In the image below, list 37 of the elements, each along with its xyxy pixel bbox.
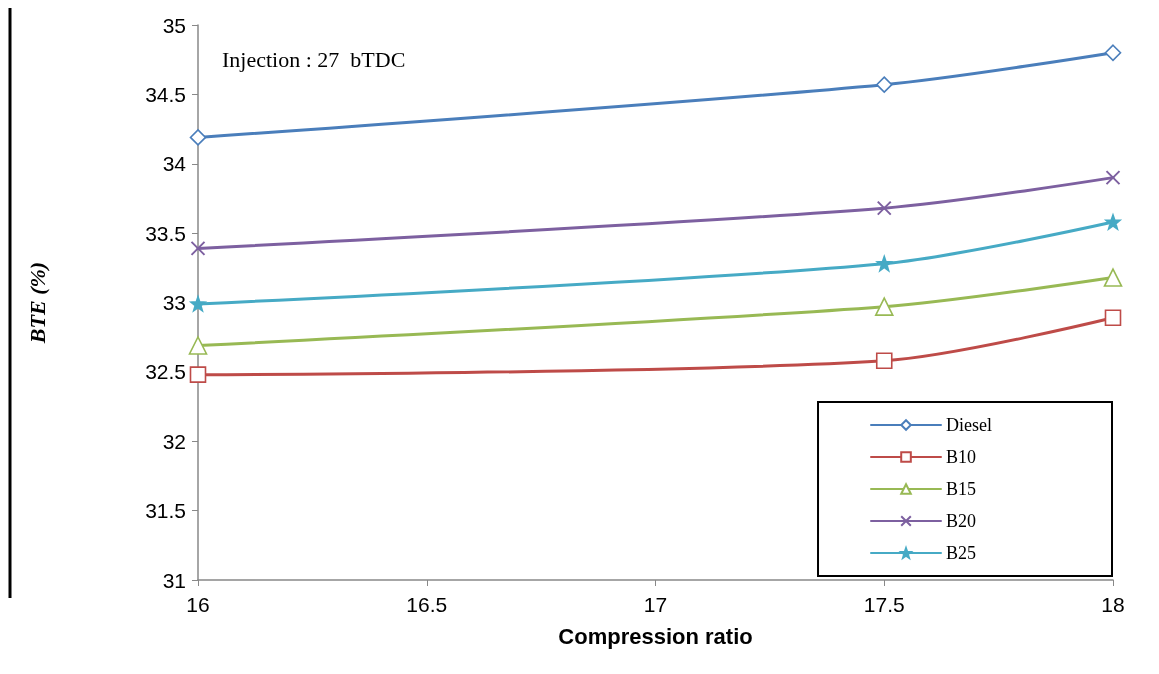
y-tick-label: 33: [162, 291, 186, 314]
y-tick-label: 34.5: [145, 82, 186, 106]
point: [190, 240, 206, 256]
point: [875, 352, 893, 370]
legend-label: B10: [946, 447, 977, 467]
legend-label: Diesel: [946, 415, 992, 435]
point: [876, 200, 892, 216]
y-tick-label: 32: [162, 429, 186, 453]
y-tick-label: 34: [162, 152, 187, 176]
legend-label: B20: [946, 511, 977, 531]
point: [876, 256, 892, 272]
annotation: Injection : 27 bTDC: [222, 46, 406, 72]
point: [875, 76, 893, 93]
legend-label: B25: [946, 543, 977, 563]
point: [1105, 170, 1121, 186]
y-tick-label: 31.5: [145, 499, 186, 523]
point: [1104, 309, 1122, 327]
x-axis-title: Compression ratio: [558, 623, 753, 649]
point: [188, 336, 208, 355]
point: [189, 129, 207, 146]
x-tick-label: 18: [1101, 593, 1125, 616]
y-axis-title: BTE (%): [24, 261, 50, 345]
y-tick-label: 32.5: [145, 360, 186, 384]
y-tick-label: 33.5: [145, 221, 186, 245]
x-tick-label: 17.5: [863, 593, 905, 616]
y-tick-label: 35: [162, 13, 186, 37]
x-tick-label: 16.5: [406, 593, 448, 616]
point: [190, 296, 206, 312]
y-tick-label: 31: [162, 568, 186, 592]
point: [1104, 44, 1122, 62]
point: [1103, 268, 1123, 287]
x-tick-label: 17: [643, 593, 668, 616]
legend-label: B15: [946, 479, 977, 499]
point: [189, 366, 207, 383]
point: [874, 297, 894, 316]
x-tick-label: 16: [186, 593, 210, 616]
point: [1104, 212, 1122, 231]
